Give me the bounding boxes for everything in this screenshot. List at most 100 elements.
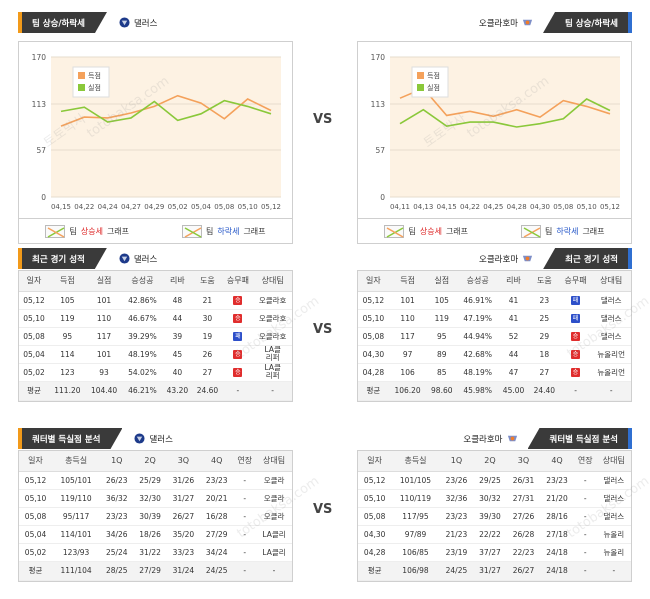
opponent-name-part: 리퍼	[265, 353, 280, 362]
table-row: 05,02 123/93 25/24 31/22 33/23 34/24- LA클리	[19, 543, 292, 562]
q4-cell: 23/23	[540, 471, 574, 490]
legend-swatch	[417, 72, 424, 79]
left-quarter-table-box: 일자 총득실 1Q 2Q 3Q 4Q 연장 상대팀 05,12 105/101 26…	[18, 450, 293, 582]
date-cell: 05,12	[19, 471, 53, 490]
average-cell: 31/24	[166, 561, 201, 581]
col-q1: 1Q	[100, 451, 134, 472]
allowed-cell: 95	[426, 327, 458, 346]
opponent-name-part: LA클	[264, 345, 281, 354]
q1-cell: 23/23	[439, 507, 474, 526]
q3-cell: 35/20	[166, 525, 201, 544]
opponent-cell: LA클 리퍼	[253, 363, 292, 382]
x-tick-label: 05,04	[191, 203, 212, 211]
date-cell: 05,08	[19, 507, 53, 526]
fall-legend-prefix: 팀	[544, 226, 553, 236]
q2-cell: 25/29	[133, 471, 167, 490]
average-cell: 26/27	[506, 561, 541, 581]
vs-label-1: VS	[313, 112, 333, 127]
q4-cell: 34/24	[200, 543, 234, 562]
ot-cell: -	[233, 489, 257, 508]
dallas-logo-icon	[119, 253, 130, 264]
fall-legend-suffix: 그래프	[582, 226, 605, 236]
allowed-cell: 110	[85, 309, 123, 328]
right-recent-title: 최근 경기 성적	[543, 248, 632, 269]
legend-swatch	[78, 72, 85, 79]
average-cell: 31/27	[473, 561, 507, 581]
opponent-cell: 오클라	[256, 507, 292, 526]
opponent-cell: 뉴올리언	[591, 345, 631, 364]
col-pts: 득점	[49, 271, 86, 292]
right-trend-panel: 오클라호마 팀 상승/하락세 0 57 113 170 04,11 04,13 04,15 0…	[357, 12, 632, 244]
x-tick-label: 05,12	[261, 203, 281, 211]
date-cell: 05,10	[358, 489, 392, 508]
table-row: 05,08 95 117 39.29% 39 19 패 오클라호	[19, 327, 292, 346]
average-cell: 24.60	[192, 381, 223, 401]
right-quarter-table-box: 일자 총득실 1Q 2Q 3Q 4Q 연장 상대팀 05,12 101/105 23…	[357, 450, 632, 582]
table-row: 05,12 105 101 42.86% 48 21 승 오클라호	[19, 291, 292, 310]
date-cell: 05,02	[19, 543, 53, 562]
average-cell: 평균	[19, 561, 53, 581]
allowed-cell: 117	[85, 327, 123, 346]
x-tick-label: 05,10	[577, 203, 597, 211]
col-date: 일자	[358, 451, 392, 472]
x-tick-label: 04,11	[390, 203, 410, 211]
col-q4: 4Q	[200, 451, 234, 472]
q2-cell: 31/22	[133, 543, 167, 562]
table-header-row: 일자 득점 실점 승성공 리바 도움 승무패 상대팀	[358, 271, 631, 292]
pct-cell: 44.94%	[457, 327, 499, 346]
q4-cell: 23/23	[200, 471, 234, 490]
col-vs: 상대팀	[596, 451, 631, 472]
q2-cell: 18/26	[133, 525, 167, 544]
y-tick-label: 0	[380, 193, 385, 202]
result-cell: 승	[559, 363, 592, 382]
col-date: 일자	[358, 271, 389, 292]
average-cell: -	[253, 381, 292, 401]
left-team-name: 댈러스	[149, 434, 173, 445]
col-reb: 리바	[162, 271, 193, 292]
table-row: 04,28 106 85 48.19% 47 27 승 뉴올리언	[358, 363, 631, 382]
okc-logo-icon	[507, 435, 517, 442]
result-cell: 승	[222, 309, 254, 328]
fall-legend-suffix: 그래프	[243, 226, 266, 236]
q2-cell: 30/32	[473, 489, 507, 508]
q3-cell: 31/27	[166, 489, 201, 508]
assist-cell: 26	[192, 345, 223, 364]
x-tick-label: 05,10	[238, 203, 258, 211]
col-q3: 3Q	[166, 451, 201, 472]
col-pts: 득점	[388, 271, 427, 292]
okc-logo-icon	[523, 255, 533, 262]
rise-legend-word: 상승세	[80, 226, 103, 236]
average-row: 평균 106/98 24/25 31/27 26/27 24/18- -	[358, 561, 631, 581]
average-row: 평균 111.20 104.40 46.21% 43.20 24.60- -	[19, 381, 292, 401]
right-team-name: 오클라호마	[463, 434, 503, 445]
okc-logo-icon	[522, 19, 533, 26]
rebound-cell: 44	[162, 309, 193, 328]
right-trend-title: 팀 상승/하락세	[543, 12, 632, 33]
rise-graph-icon	[45, 224, 66, 238]
date-cell: 05,04	[19, 525, 53, 544]
opponent-cell: 댈러스	[596, 489, 631, 508]
col-reb: 리바	[498, 271, 529, 292]
win-badge: 승	[233, 314, 243, 323]
y-tick-label: 57	[375, 146, 385, 155]
opponent-cell: 댈러스	[591, 291, 631, 310]
points-cell: 117	[388, 327, 427, 346]
rise-legend-word: 상승세	[419, 226, 442, 236]
y-tick-label: 0	[41, 193, 46, 202]
series-line-scored	[60, 94, 272, 127]
average-cell: -	[233, 561, 257, 581]
left-team-name: 댈러스	[133, 18, 158, 29]
total-cell: 95/117	[52, 507, 101, 526]
left-team-label: 댈러스	[119, 253, 157, 265]
col-res: 승무패	[559, 271, 592, 292]
average-cell: -	[222, 381, 254, 401]
table-row: 05,10 110/119 32/36 30/32 27/31 21/20- 댈러스	[358, 489, 631, 508]
series-line-scored	[399, 87, 611, 119]
series-line-allowed	[60, 99, 272, 123]
pct-cell: 47.19%	[457, 309, 499, 328]
result-cell: 패	[222, 327, 254, 346]
legend-label: 실점	[88, 83, 101, 92]
allowed-cell: 101	[85, 291, 123, 310]
col-q2: 2Q	[473, 451, 507, 472]
right-team-name: 오클라호마	[479, 254, 519, 265]
